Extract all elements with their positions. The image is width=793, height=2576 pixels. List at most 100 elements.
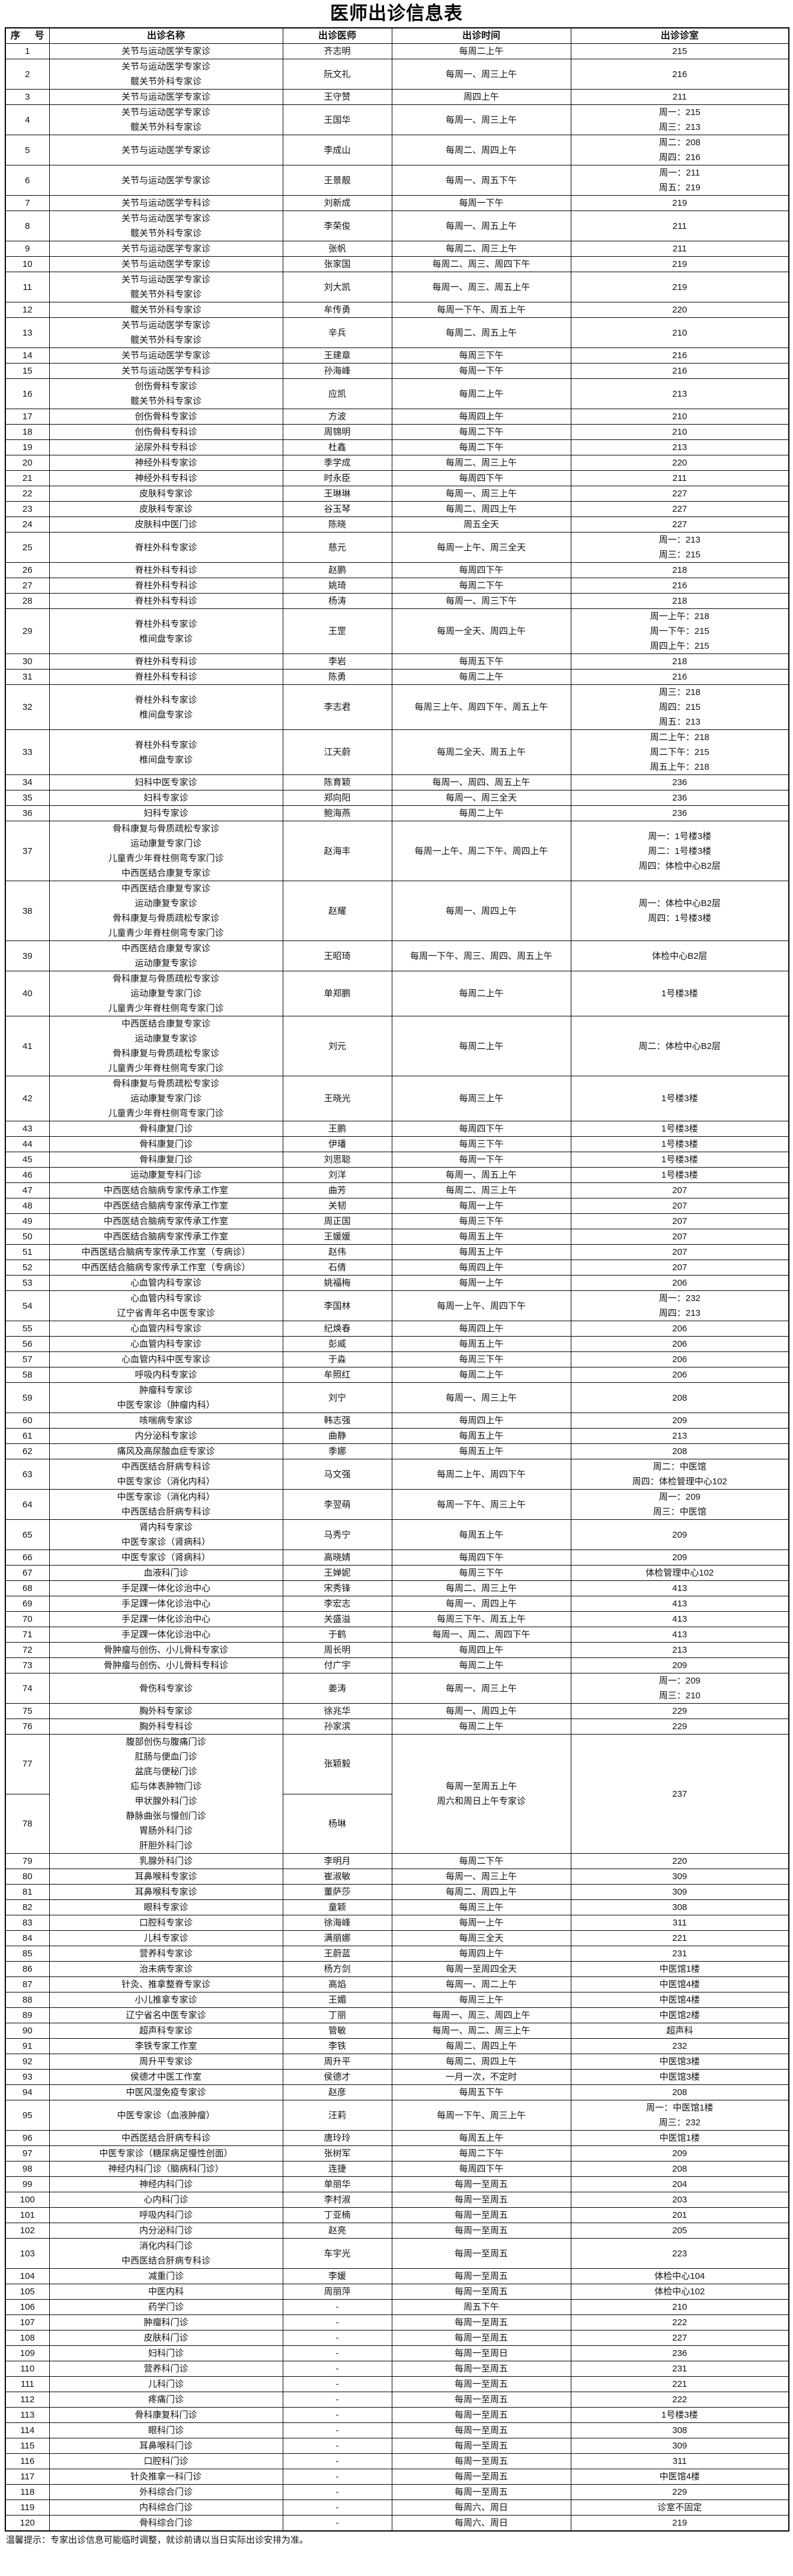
row-number-cell: 46 <box>5 1167 50 1183</box>
room-cell: 中医馆4楼 <box>570 1992 789 2008</box>
table-row: 85 营养科专家诊 王蔚蓝 每周四上午 231 <box>5 1946 789 1962</box>
row-number-cell: 91 <box>5 2038 50 2054</box>
doctor-cell: 张帆 <box>282 241 392 257</box>
room-cell: 236 <box>570 805 789 821</box>
doctor-cell: 刘大凯 <box>282 272 392 302</box>
doctor-cell: 谷玉琴 <box>282 501 392 517</box>
table-row: 53 心血管内科专家诊 姚福梅 每周一上午 206 <box>5 1275 789 1291</box>
room-cell: 203 <box>570 2192 789 2208</box>
doctor-cell: 马文强 <box>282 1459 392 1490</box>
row-number-cell: 50 <box>5 1229 50 1245</box>
clinic-name-cell: 呼吸内科专家诊 <box>49 1367 283 1383</box>
room-cell: 周二：体检中心B2层 <box>570 1016 789 1076</box>
clinic-name-cell: 皮肤科专家诊 <box>49 501 283 517</box>
room-cell: 231 <box>570 1946 789 1962</box>
table-row: 74 骨伤科专家诊 姜涛 每周一、周三上午 周一：209 周三：210 <box>5 1673 789 1704</box>
row-number-cell: 80 <box>5 1869 50 1885</box>
row-number-cell: 101 <box>5 2207 50 2223</box>
row-number-cell: 51 <box>5 1244 50 1260</box>
time-cell: 每周一、周二、周四下午 <box>391 1627 571 1643</box>
row-number-cell: 79 <box>5 1853 50 1869</box>
table-row: 112 疼痛门诊 - 每周一至周五 222 <box>5 2392 789 2408</box>
clinic-name-cell: 心血管内科中医专家诊 <box>49 1351 283 1367</box>
time-cell: 周四上午 <box>391 89 571 105</box>
clinic-name-cell: 脊柱外科专科诊 <box>49 669 283 685</box>
doctor-cell: 单丽华 <box>282 2176 392 2192</box>
room-cell: 231 <box>570 2361 789 2377</box>
doctor-cell: 赵彦 <box>282 2084 392 2100</box>
clinic-name-cell: 骨科康复与骨质疏松专家诊 运动康复专家门诊 儿童青少年脊柱侧弯专家门诊 中西医结合康复… <box>49 821 283 881</box>
table-row: 106 药学门诊 - 周五下午 210 <box>5 2299 789 2315</box>
schedule-table-body: 1 关节与运动医学专家诊 齐志明 每周二上午 215 2 关节与运动医学专家诊 髋关节外科专家… <box>5 43 789 2532</box>
row-number-cell: 115 <box>5 2438 50 2454</box>
time-cell: 每周一、周三上午 <box>391 1869 571 1885</box>
clinic-name-cell: 儿科专家诊 <box>49 1930 283 1946</box>
room-cell: 227 <box>570 501 789 517</box>
clinic-name-cell: 脊柱外科专科诊 <box>49 593 283 609</box>
clinic-name-cell: 儿科门诊 <box>49 2376 283 2392</box>
time-cell: 每周二上午 <box>391 1016 571 1076</box>
table-row: 70 手足踝一体化诊治中心 关盛溢 每周三下午、周五上午 413 <box>5 1611 789 1627</box>
doctor-cell: 周锦明 <box>282 424 392 440</box>
clinic-name-cell: 运动康复专科门诊 <box>49 1167 283 1183</box>
time-cell: 每周一、周三上午 <box>391 1673 571 1704</box>
table-row: 101 呼吸内科门诊 丁亚楠 每周一至周五 201 <box>5 2207 789 2223</box>
doctor-cell: 刘新成 <box>282 195 392 211</box>
row-number-cell: 66 <box>5 1550 50 1566</box>
table-row: 107 肿瘤科门诊 - 每周一至周五 222 <box>5 2314 789 2330</box>
row-number-cell: 93 <box>5 2069 50 2085</box>
clinic-name-cell: 妇科中医专家诊 <box>49 774 283 790</box>
time-cell: 每周一至周五 <box>391 2284 571 2300</box>
time-cell: 每周一至周五 <box>391 2422 571 2438</box>
doctor-cell: - <box>282 2361 392 2377</box>
clinic-name-cell: 内科综合门诊 <box>49 2500 283 2516</box>
clinic-name-cell: 中西医结合脑病专家传承工作室 <box>49 1213 283 1229</box>
table-row: 50 中西医结合脑病专家传承工作室 王媛媛 每周五上午 207 <box>5 1229 789 1245</box>
doctor-cell: 伊璠 <box>282 1136 392 1152</box>
doctor-cell: - <box>282 2438 392 2454</box>
room-cell: 206 <box>570 1336 789 1352</box>
room-cell: 211 <box>570 89 789 105</box>
row-number-cell: 2 <box>5 59 50 90</box>
row-number-cell: 102 <box>5 2223 50 2239</box>
doctor-cell: 于鹤 <box>282 1627 392 1643</box>
clinic-name-cell: 心血管内科专家诊 <box>49 1275 283 1291</box>
time-cell: 每周一至周五 <box>391 2392 571 2408</box>
clinic-name-cell: 关节与运动医学专家诊 <box>49 256 283 272</box>
table-row: 61 内分泌科专家诊 曲静 每周五上午 213 <box>5 1428 789 1444</box>
room-cell: 223 <box>570 2238 789 2269</box>
clinic-name-cell: 骨科康复门诊 <box>49 1136 283 1152</box>
doctor-cell: - <box>282 2407 392 2423</box>
time-cell: 每周五下午 <box>391 653 571 669</box>
row-number-cell: 59 <box>5 1382 50 1413</box>
row-number-cell: 107 <box>5 2314 50 2330</box>
time-cell: 每周一、周二、周三上午 <box>391 2023 571 2039</box>
clinic-name-cell: 骨肿瘤与创伤、小儿骨科专家诊 <box>49 1642 283 1658</box>
room-cell: 220 <box>570 1853 789 1869</box>
room-cell: 210 <box>570 2299 789 2315</box>
room-cell: 216 <box>570 59 789 90</box>
doctor-cell: 赵鹏 <box>282 562 392 578</box>
time-cell: 每周二上午 <box>391 378 571 409</box>
clinic-name-cell: 髋关节外科专家诊 <box>49 302 283 318</box>
room-cell: 311 <box>570 1915 789 1931</box>
room-cell: 219 <box>570 256 789 272</box>
row-number-cell: 61 <box>5 1428 50 1444</box>
room-cell: 222 <box>570 2314 789 2330</box>
room-cell: 216 <box>570 347 789 364</box>
table-row: 46 运动康复专科门诊 刘洋 每周一、周五上午 1号楼3楼 <box>5 1167 789 1183</box>
time-cell: 每周一、周三上午 <box>391 486 571 502</box>
time-cell: 每周五下午 <box>391 2084 571 2100</box>
time-cell: 每周五上午 <box>391 1428 571 1444</box>
clinic-name-cell: 中西医结合康复专家诊 运动康复专家诊 骨科康复与骨质疏松专家诊 儿童青少年脊柱侧弯专家… <box>49 1016 283 1076</box>
table-row: 44 骨科康复门诊 伊璠 每周三下午 1号楼3楼 <box>5 1136 789 1152</box>
clinic-name-cell: 胸外科专家诊 <box>49 1703 283 1719</box>
doctor-cell: 张树军 <box>282 2145 392 2161</box>
time-cell: 每周二、周四上午 <box>391 2038 571 2054</box>
row-number-cell: 75 <box>5 1703 50 1719</box>
room-cell: 213 <box>570 378 789 409</box>
doctor-cell: - <box>282 2469 392 2485</box>
doctor-cell: 江天蔚 <box>282 729 392 775</box>
table-row: 18 创伤骨科专科诊 周锦明 每周二下午 210 <box>5 424 789 440</box>
